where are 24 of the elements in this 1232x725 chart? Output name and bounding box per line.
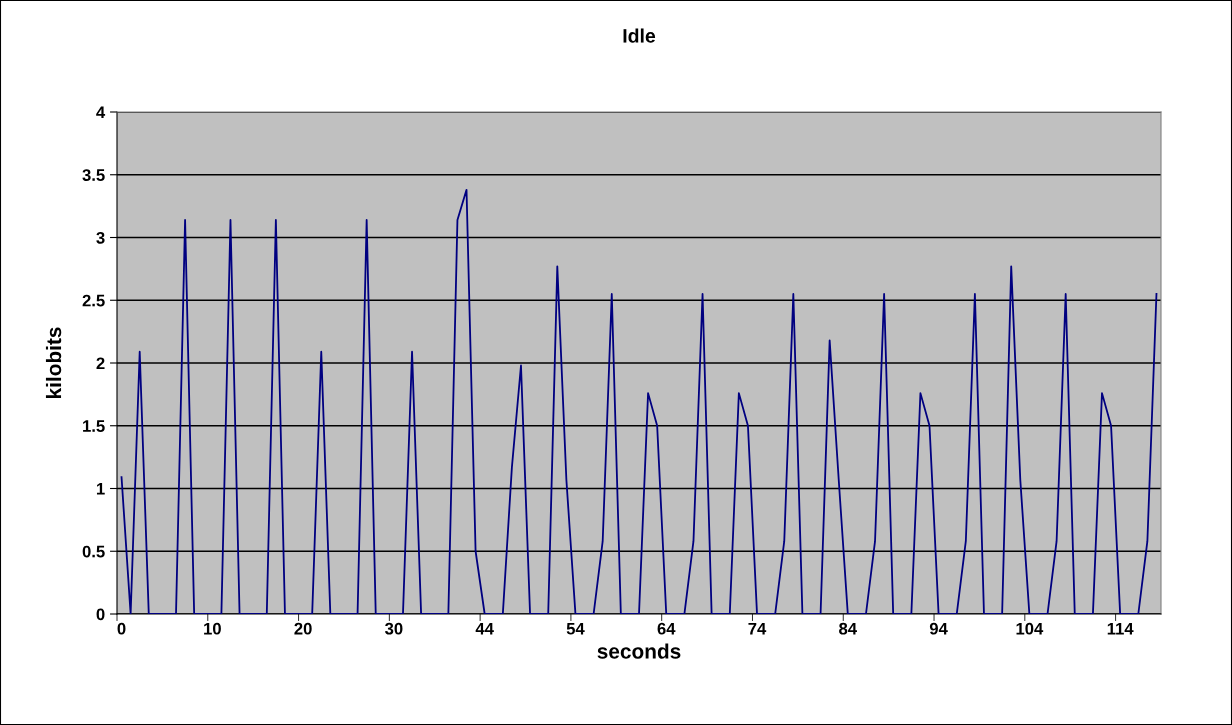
y-tick-label: 1 (96, 483, 105, 495)
x-tick-label: 20 (294, 622, 312, 635)
y-tick-label: 0.5 (82, 545, 105, 558)
x-tick-label: 64 (657, 622, 676, 635)
x-tick-label: 54 (566, 622, 585, 635)
y-tick-label: 2 (96, 357, 105, 370)
chart-title: Idle (623, 28, 656, 43)
y-tick-label: 1.5 (83, 420, 105, 432)
y-tick-label: 4 (96, 106, 106, 119)
x-tick-label: 44 (475, 622, 494, 635)
x-tick-label: 84 (839, 622, 857, 635)
x-tick-label: 0 (117, 622, 126, 635)
x-tick-label: 114 (1107, 622, 1134, 635)
x-tick-label: 30 (385, 622, 403, 635)
x-tick-label: 10 (204, 622, 221, 635)
y-axis-title: kilobits (45, 327, 62, 398)
y-tick-label: 3 (96, 231, 105, 244)
x-tick-label: 74 (748, 622, 767, 635)
x-tick-label: 94 (929, 622, 948, 635)
x-axis-title: seconds (597, 643, 681, 659)
y-tick-label: 2.5 (82, 294, 105, 307)
y-tick-label: 3.5 (82, 169, 105, 181)
y-tick-label: 0 (96, 608, 105, 621)
x-tick-label: 104 (1016, 622, 1044, 635)
